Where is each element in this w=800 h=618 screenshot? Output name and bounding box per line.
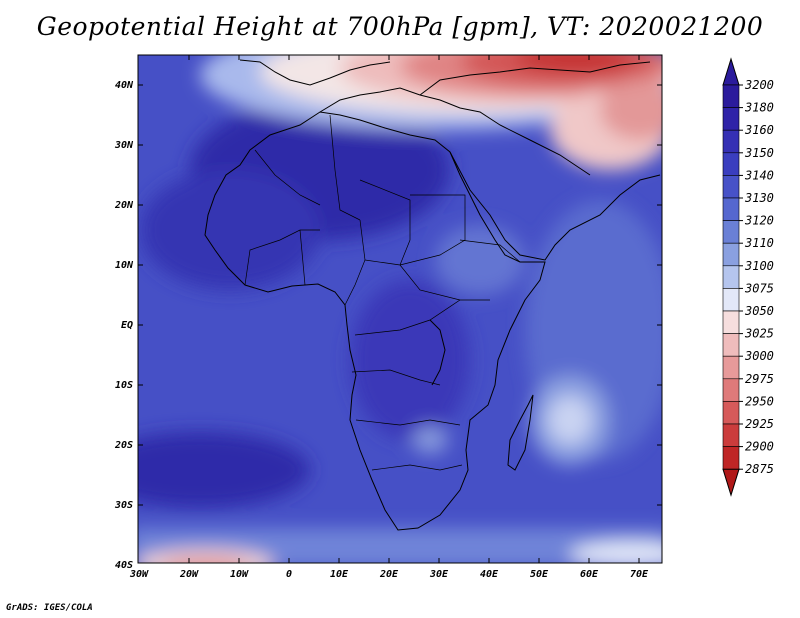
colorbar-swatch [722,129,740,154]
colorbar-swatch [722,197,740,221]
lat-label-30n: 30N [114,140,134,151]
map-title: Geopotential Height at 700hPa [gpm], VT:… [36,12,764,41]
lon-label-50e: 50E [530,569,549,580]
colorbar-label: 3180 [744,101,774,115]
colorbar-top-arrow [722,57,740,86]
colorbar-label: 3140 [744,168,774,182]
lon-label-0: 0 [286,569,292,580]
coastlines [204,59,661,531]
colorbar-swatch [722,288,740,312]
colorbar-swatch [722,423,740,447]
colorbar: 3200 3180 3160 3150 3140 3130 3120 3110 3100 3075… [722,57,774,497]
lon-label-60e: 60E [580,569,599,580]
colorbar-label: 3150 [744,146,774,160]
lon-label-70e: 70E [630,569,649,580]
lat-label-40s: 40S [115,560,133,571]
lat-label-eq: EQ [121,320,133,331]
lat-label-20n: 20N [114,200,134,211]
colorbar-label: 3100 [744,259,774,273]
lon-label-10w: 10W [230,569,249,580]
lon-axis: 30W 20W 10W 0 10E 20E 30E 40E 50E 60E 70… [129,55,649,580]
lat-label-30s: 30S [114,500,133,511]
colorbar-label: 2975 [745,372,774,386]
colorbar-label: 2875 [745,462,774,476]
colorbar-swatch [722,152,740,176]
colorbar-label: 3000 [744,349,774,363]
colorbar-label: 3110 [744,236,774,250]
colorbar-label: 3120 [744,214,774,228]
height-field [138,55,662,563]
colorbar-swatch [722,242,740,267]
map-frame [137,54,663,564]
colorbar-label: 2950 [745,394,774,408]
lon-label-30e: 30E [429,569,449,580]
colorbar-label: 3200 [744,78,774,92]
colorbar-bottom-arrow [722,468,740,497]
colorbar-swatch [722,220,740,244]
colorbar-label: 3025 [744,327,774,341]
lon-label-40e: 40E [480,569,499,580]
lat-label-40n: 40N [115,80,134,91]
lon-label-20e: 20E [379,569,399,580]
colorbar-label: 2925 [745,417,774,431]
lat-label-10n: 10N [115,260,134,271]
colorbar-label: 2900 [745,440,774,454]
lon-label-30w: 30W [129,569,149,580]
colorbar-swatch [722,107,740,131]
lat-label-10s: 10S [115,380,133,391]
colorbar-swatch [722,175,740,199]
colorbar-label: 3075 [744,281,774,295]
colorbar-swatch [722,310,740,334]
colorbar-swatch [722,333,740,357]
colorbar-swatch [722,401,740,425]
colorbar-swatch [722,378,740,402]
colorbar-swatch [722,355,740,380]
colorbar-swatch [722,265,740,289]
lat-axis: 40N 30N 20N 10N EQ 10S 20S 30S 40S [114,80,662,571]
grads-credit: GrADS: IGES/COLA [6,603,93,613]
lat-label-20s: 20S [114,440,133,451]
country-borders [244,114,521,471]
colorbar-swatch [722,84,740,108]
lon-label-10e: 10E [330,569,349,580]
lon-label-20w: 20W [179,569,199,580]
colorbar-label: 3160 [744,123,774,137]
colorbar-label: 3050 [744,304,774,318]
colorbar-swatch [722,446,740,470]
colorbar-label: 3130 [744,191,774,205]
